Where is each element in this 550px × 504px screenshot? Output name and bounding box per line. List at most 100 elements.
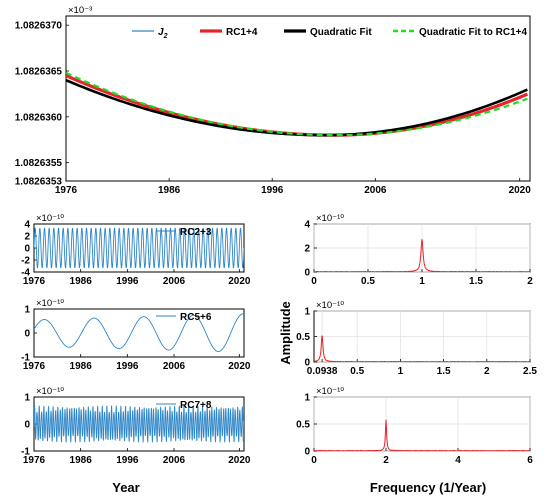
y-tick-label: 1.0826370 <box>15 21 63 32</box>
y-tick-label: 2 <box>24 232 30 243</box>
x-tick-label: 1986 <box>70 276 93 287</box>
chart-fft2: 0.0938 0.5 1 1.5 2 2.5 0 0.5 1 ×10⁻¹⁰ <box>296 300 537 377</box>
legend-label: RC2+3 <box>180 227 212 238</box>
axis-exponent-label: ×10⁻¹⁰ <box>36 298 64 309</box>
x-tick-label: 1 <box>398 366 404 377</box>
plot-area <box>66 71 529 137</box>
spectrum-line <box>314 335 530 362</box>
legend: RC2+3 <box>156 227 212 238</box>
x-tick-label: 2006 <box>163 276 186 287</box>
x-tick-label: 1976 <box>23 455 46 466</box>
legend: J2 RC1+4 Quadratic Fit Quadratic Fit to RC1… <box>132 27 528 40</box>
axis-exponent-label: ×10⁻¹⁰ <box>316 386 344 397</box>
x-tick-label: 0 <box>311 276 317 287</box>
chart-top: 1976 1986 1996 2006 2020 1.0826353 1.0826355 1.… <box>15 5 532 196</box>
y-tick-label: 0 <box>24 244 30 255</box>
plot-area <box>314 239 530 272</box>
x-axis-title-year: Year <box>112 480 139 495</box>
x-tick-label: 1986 <box>158 185 181 196</box>
plot-area <box>34 313 244 352</box>
y-tick-label: -4 <box>21 268 30 279</box>
y-tick-label: 1.0826360 <box>15 112 63 123</box>
x-tick-label: 2 <box>527 276 533 287</box>
x-axis-title-frequency: Frequency (1/Year) <box>370 480 486 495</box>
plot-area <box>34 405 244 443</box>
x-tick-label: 2020 <box>228 276 251 287</box>
x-tick-label: 2006 <box>163 361 186 372</box>
y-tick-label: 1 <box>24 393 30 404</box>
x-tick-label: 1 <box>419 276 425 287</box>
x-tick-label: 2006 <box>364 185 387 196</box>
x-tick-label: 0.5 <box>361 276 375 287</box>
x-tick-label: 1996 <box>116 276 139 287</box>
legend: RC5+6 <box>156 312 212 323</box>
chart-rc56: 1976 1986 1996 2006 2020 1 0 -1 ×10⁻¹⁰ RC5+6 <box>21 298 251 372</box>
y-tick-label: -1 <box>21 353 30 364</box>
spectrum-line <box>314 239 530 272</box>
x-tick-label: 1976 <box>55 185 78 196</box>
x-tick-label: 1976 <box>23 361 46 372</box>
y-tick-label: 2 <box>304 244 310 255</box>
axis-exponent-label: ×10⁻¹⁰ <box>36 386 64 397</box>
x-tick-label: 1996 <box>261 185 284 196</box>
legend-label-1: J2 <box>158 27 168 40</box>
plot-area <box>314 335 530 362</box>
y-tick-label: 4 <box>24 220 30 231</box>
series-line-quadratic-fit <box>66 78 528 137</box>
y-tick-label: 0 <box>304 268 310 279</box>
x-tick-label: 0.5 <box>350 366 364 377</box>
series-line-rc7-8 <box>34 405 244 443</box>
x-tick-label: 2.5 <box>523 366 537 377</box>
series-line-rc5-6 <box>34 313 244 352</box>
x-tick-label: 1976 <box>23 276 46 287</box>
y-tick-label: 1 <box>304 307 310 318</box>
y-tick-label: 0 <box>304 447 310 458</box>
chart-rc23: 1976 1986 1996 2006 2020 420-2-4 ×10⁻¹⁰ RC2+3 <box>21 213 251 287</box>
x-tick-label: 1996 <box>116 361 139 372</box>
legend-label-subscript: 2 <box>163 33 168 40</box>
legend-label-3: Quadratic Fit <box>310 27 372 38</box>
axis-exponent-label: ×10⁻¹⁰ <box>316 213 344 224</box>
y-tick-label: 0 <box>24 420 30 431</box>
x-tick-label: 2020 <box>228 455 251 466</box>
plot-area <box>34 227 244 269</box>
y-tick-label: 1.0826355 <box>15 158 63 169</box>
y-tick-label: 1 <box>304 393 310 404</box>
legend-label-2: RC1+4 <box>226 27 258 38</box>
x-tick-label: 6 <box>527 455 533 466</box>
x-tick-label: 1986 <box>70 455 93 466</box>
legend-label: RC7+8 <box>180 400 212 411</box>
y-tick-label: 0.5 <box>296 420 310 431</box>
plot-frame <box>65 15 531 182</box>
y-tick-label: 0.5 <box>296 332 310 343</box>
x-tick-label: 2 <box>383 455 389 466</box>
series-line-rc2-3 <box>34 227 244 269</box>
axis-exponent-label: ×10⁻¹⁰ <box>316 300 344 311</box>
x-tick-label: 2020 <box>509 185 532 196</box>
chart-rc78: 1976 1986 1996 2006 2020 1 0 -1 ×10⁻¹⁰ RC7+8 <box>21 386 251 466</box>
x-tick-label: 2006 <box>163 455 186 466</box>
x-tick-label: 0.0938 <box>307 366 338 377</box>
x-tick-label: 1996 <box>116 455 139 466</box>
y-tick-label: -2 <box>21 256 30 267</box>
x-tick-label: 4 <box>455 455 461 466</box>
y-tick-label: 1 <box>24 305 30 316</box>
x-tick-label: 1.5 <box>437 366 451 377</box>
axis-exponent-label: ×10⁻¹⁰ <box>36 213 64 224</box>
series-line-quadratic-fit-to-rc1-4 <box>66 71 528 137</box>
y-tick-label: 0 <box>24 329 30 340</box>
y-tick-label: 4 <box>304 220 310 231</box>
y-tick-label: -1 <box>21 447 30 458</box>
x-tick-label: 1986 <box>70 361 93 372</box>
legend: RC7+8 <box>156 400 212 411</box>
y-tick-label: 0 <box>304 358 310 369</box>
x-tick-label: 2020 <box>228 361 251 372</box>
x-tick-label: 1.5 <box>469 276 483 287</box>
legend-label: RC5+6 <box>180 312 212 323</box>
legend-label-4: Quadratic Fit to RC1+4 <box>419 27 528 38</box>
y-axis-title-amplitude: Amplitude <box>278 301 293 365</box>
y-tick-label: 1.0826353 <box>15 177 63 188</box>
y-tick-label: 1.0826365 <box>15 67 63 78</box>
plot-area <box>314 419 530 451</box>
spectrum-line <box>314 419 530 451</box>
